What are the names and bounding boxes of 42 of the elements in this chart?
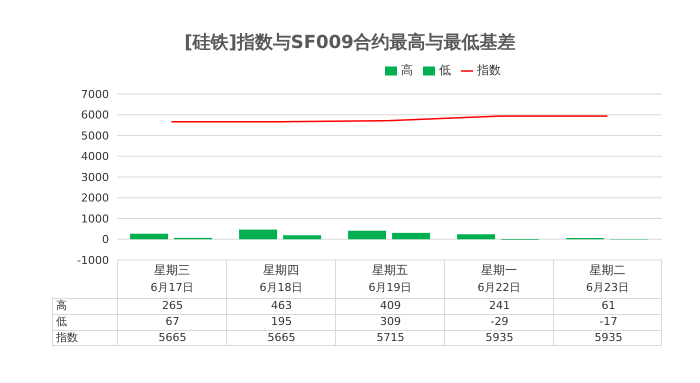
x-tick-label: 星期二 6月23日 — [585, 262, 630, 296]
y-tick-label: 2000 — [81, 192, 109, 205]
y-tick-label: 3000 — [81, 170, 109, 184]
data-label: 5935 — [594, 330, 624, 346]
data-label: -17 — [598, 314, 618, 330]
data-label: 5715 — [376, 330, 406, 346]
data-label: 409 — [379, 298, 402, 314]
data-label: 67 — [164, 314, 180, 330]
y-tick-label: 6000 — [81, 108, 109, 122]
legend-label: 高 — [401, 63, 413, 77]
bar — [283, 235, 322, 240]
bar — [392, 232, 430, 240]
data-label: -29 — [490, 314, 510, 330]
text: 指数 — [56, 331, 78, 344]
bar — [457, 234, 496, 240]
x-tick-label: 星期四 6月18日 — [258, 262, 304, 296]
x-tick-label: 星期五 6月19日 — [368, 262, 412, 296]
y-tick-label: 4000 — [81, 150, 109, 164]
data-label: 195 — [270, 314, 293, 330]
chart-title: [硅铁]指数与SF009合约最高与最低基差 — [183, 31, 517, 54]
bar — [130, 234, 168, 240]
bar — [348, 230, 386, 240]
y-tick-label: 5000 — [81, 129, 109, 142]
x-tick-label: 星期一 6月22日 — [476, 262, 522, 296]
legend-label: 低 — [439, 63, 451, 77]
data-label: 5665 — [266, 330, 296, 346]
data-label: 265 — [161, 298, 184, 314]
data-label: 241 — [488, 298, 511, 314]
data-label: 5935 — [484, 330, 514, 346]
y-tick-label: 7000 — [81, 88, 109, 101]
text: 低 — [56, 315, 67, 328]
bar — [239, 230, 278, 240]
y-tick-label: 0 — [102, 233, 109, 246]
y-tick-label: -1000 — [77, 254, 109, 267]
data-label: 61 — [600, 298, 616, 314]
legend-label: 指数 — [477, 63, 501, 77]
data-label: 5665 — [158, 330, 188, 346]
data-label: 309 — [379, 314, 402, 330]
y-tick-label: 1000 — [81, 212, 109, 226]
data-label: 463 — [270, 298, 293, 314]
text: 高 — [56, 299, 67, 312]
x-tick-label: 星期三 6月17日 — [150, 262, 194, 296]
